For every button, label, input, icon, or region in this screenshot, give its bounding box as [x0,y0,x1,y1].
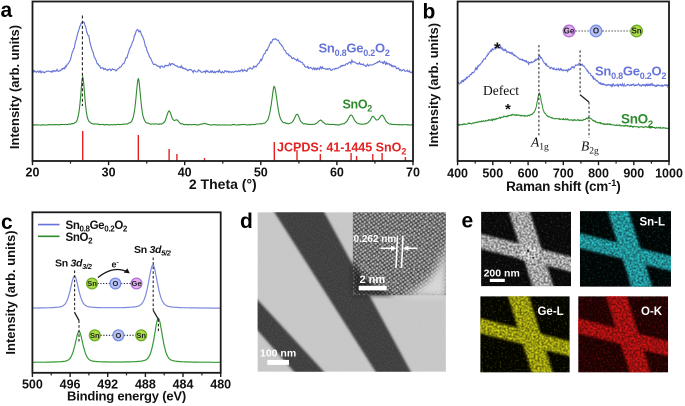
svg-text:SnO2: SnO2 [66,232,94,246]
svg-text:Defect: Defect [483,83,519,98]
svg-text:800: 800 [588,167,609,181]
svg-text:a: a [1,0,13,22]
svg-text:700: 700 [553,167,574,181]
svg-text:Intensity (arb. units): Intensity (arb. units) [7,25,22,149]
svg-text:c: c [1,211,13,234]
svg-text:0.262 nm: 0.262 nm [354,234,397,245]
svg-text:Ge: Ge [564,27,575,36]
svg-text:50: 50 [254,166,268,180]
svg-text:Sn: Sn [90,331,100,340]
svg-text:Sn: Sn [136,331,146,340]
svg-text:Binding energy (eV): Binding energy (eV) [67,389,186,404]
svg-text:2 nm: 2 nm [360,274,386,286]
svg-text:Sn: Sn [87,279,97,288]
svg-text:Intensity (arb. units): Intensity (arb. units) [3,230,18,354]
svg-text:d: d [240,210,253,233]
svg-text:1000: 1000 [655,167,683,181]
svg-text:600: 600 [518,167,539,181]
svg-text:JCPDS: 41-1445 SnO2: JCPDS: 41-1445 SnO2 [277,141,406,157]
svg-text:500: 500 [482,167,503,181]
svg-text:Sn-L: Sn-L [639,217,665,229]
svg-text:480: 480 [210,378,231,392]
svg-text:*: * [494,39,501,58]
svg-text:e-: e- [112,260,119,270]
svg-text:40: 40 [178,166,192,180]
svg-text:SnO2: SnO2 [621,112,653,130]
svg-text:900: 900 [623,167,644,181]
svg-text:*: * [505,101,511,118]
svg-text:496: 496 [60,378,81,392]
svg-text:Sn: Sn [631,27,641,36]
svg-text:Ge-L: Ge-L [537,306,563,318]
svg-text:30: 30 [102,166,116,180]
svg-text:b: b [423,1,436,24]
svg-text:100 nm: 100 nm [260,348,296,360]
svg-text:488: 488 [135,378,156,392]
svg-text:484: 484 [173,378,194,392]
svg-text:e: e [462,210,474,233]
svg-text:60: 60 [330,166,344,180]
svg-text:2 Theta (°): 2 Theta (°) [189,176,257,192]
svg-text:Raman shift (cm-1): Raman shift (cm-1) [506,178,620,194]
svg-text:SnO2: SnO2 [343,98,373,114]
svg-text:Intensity (arb. units): Intensity (arb. units) [426,23,441,147]
svg-text:O: O [115,331,121,340]
svg-text:Ge: Ge [131,279,141,288]
svg-text:400: 400 [447,167,468,181]
svg-text:70: 70 [406,166,420,180]
svg-text:20: 20 [26,166,40,180]
svg-text:500: 500 [22,378,43,392]
svg-text:O: O [112,279,118,288]
svg-text:200 nm: 200 nm [484,267,520,279]
svg-text:O: O [593,27,599,36]
svg-text:492: 492 [97,378,118,392]
svg-text:Sn0.8Ge0.2O2: Sn0.8Ge0.2O2 [595,64,666,81]
svg-text:Sn0.8Ge0.2O2: Sn0.8Ge0.2O2 [319,41,390,58]
svg-text:O-K: O-K [641,306,663,318]
